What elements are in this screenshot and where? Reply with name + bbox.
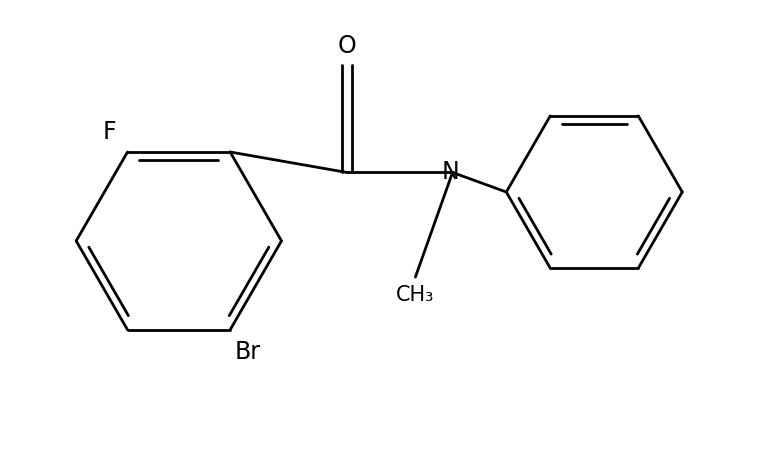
Text: O: O xyxy=(338,34,356,58)
Text: F: F xyxy=(102,120,116,144)
Text: Br: Br xyxy=(235,339,261,363)
Text: CH₃: CH₃ xyxy=(396,285,435,305)
Text: N: N xyxy=(442,160,460,185)
